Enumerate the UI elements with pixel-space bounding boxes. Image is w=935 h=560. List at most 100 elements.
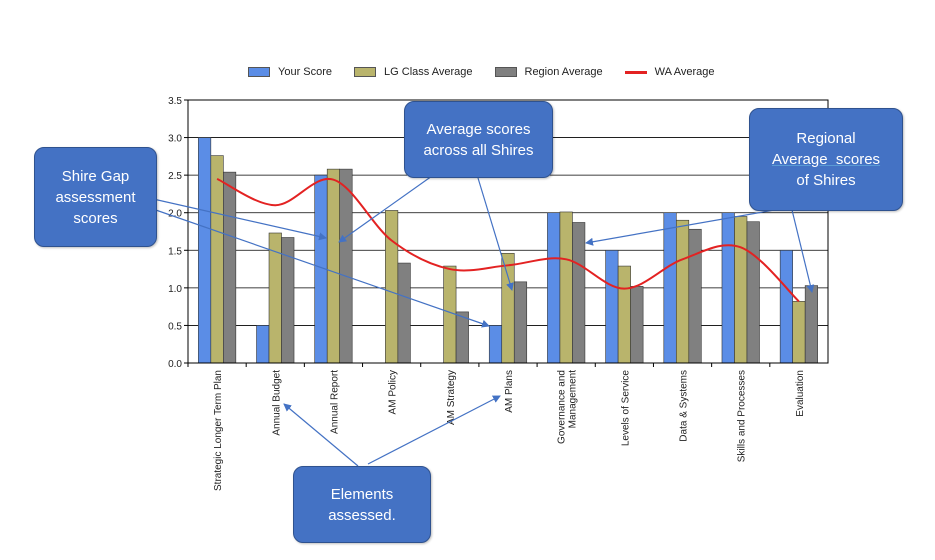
bar-your-score-governance-and-management bbox=[547, 212, 561, 364]
x-tick-label-line: Evaluation bbox=[795, 370, 806, 417]
x-tick-label-line: AM Policy bbox=[388, 370, 399, 414]
callout-regional: Regional Average scores of Shires bbox=[749, 108, 903, 211]
legend-item-region-average: Region Average bbox=[494, 66, 603, 78]
arrow-shire-gap-1 bbox=[139, 195, 327, 241]
bar-your-score-levels-of-service bbox=[605, 249, 619, 364]
y-tick-labels: 0.0 0.5 1.0 1.5 2.0 2.5 3.0 3.5 bbox=[168, 96, 182, 370]
bar-lg-class-average-am-policy bbox=[385, 210, 399, 364]
bar-your-score-strategic-longer-term-plan bbox=[198, 137, 212, 364]
x-tick-label-levels-of-service: Levels of Service bbox=[620, 370, 631, 447]
arrow-average-1 bbox=[338, 175, 433, 243]
y-tick-label: 1.0 bbox=[168, 284, 182, 295]
bar-lg-class-average-am-plans bbox=[501, 252, 515, 364]
x-tick-label-line: Management bbox=[568, 370, 579, 429]
callout-shire-gap-line-1: Shire Gap bbox=[61, 167, 130, 185]
wa-average-line bbox=[216, 177, 800, 303]
x-tick-label-skills-and-processes: Skills and Processes bbox=[737, 370, 748, 462]
bar-region-average-governance-and-management bbox=[572, 222, 586, 364]
bar-lg-class-average-annual-report bbox=[326, 168, 341, 364]
bar-lg-class-average-data-and-systems bbox=[675, 219, 690, 364]
bar-your-score-data-and-systems bbox=[663, 212, 677, 364]
legend-label-region-average: Region Average bbox=[524, 66, 603, 78]
bar-your-score-am-plans bbox=[488, 325, 503, 364]
bar-region-average-annual-report bbox=[339, 168, 353, 364]
legend-swatch-region-average bbox=[494, 67, 517, 77]
y-tick-label: 3.0 bbox=[168, 134, 182, 145]
x-tick-label-line: Skills and Processes bbox=[737, 370, 748, 462]
callout-average-scores-line-1: Average scores bbox=[426, 120, 531, 138]
y-tick-label: 1.5 bbox=[168, 246, 182, 257]
arrow-elements-1 bbox=[283, 403, 359, 467]
bar-region-average-am-policy bbox=[397, 262, 411, 364]
bar-lg-class-average-levels-of-service bbox=[617, 265, 631, 364]
bar-region-average-evaluation bbox=[804, 285, 818, 364]
x-tick-label-evaluation: Evaluation bbox=[795, 370, 806, 417]
callout-elements: Elements assessed. bbox=[293, 466, 431, 543]
bar-your-score-annual-budget bbox=[256, 325, 270, 364]
bar-region-average-data-and-systems bbox=[688, 228, 702, 364]
callout-arrows bbox=[139, 175, 815, 467]
bars bbox=[198, 137, 818, 364]
x-tick-label-line: Governance and bbox=[557, 370, 568, 444]
bar-lg-class-average-skills-and-processes bbox=[734, 216, 748, 364]
arrow-average-2 bbox=[477, 177, 514, 291]
legend: Your Score LG Class Average Region Avera… bbox=[248, 64, 737, 80]
legend-label-your-score: Your Score bbox=[278, 66, 333, 78]
callout-shire-gap-line-3: scores bbox=[73, 209, 118, 227]
callout-average-scores: Average scores across all Shires bbox=[404, 101, 553, 178]
legend-label-wa-average: WA Average bbox=[654, 66, 715, 78]
callout-elements-line-2: assessed. bbox=[328, 506, 396, 524]
bar-your-score-skills-and-processes bbox=[721, 212, 735, 364]
bar-lg-class-average-governance-and-management bbox=[559, 211, 573, 364]
x-tick-label-line: AM Plans bbox=[504, 370, 515, 413]
x-tick-label-annual-report: Annual Report bbox=[329, 370, 340, 434]
y-tick-label: 2.5 bbox=[168, 171, 182, 182]
x-tick-label-line: Levels of Service bbox=[620, 370, 631, 447]
bar-region-average-strategic-longer-term-plan bbox=[223, 171, 237, 364]
wa-average-line-group bbox=[216, 177, 800, 303]
legend-item-wa-average: WA Average bbox=[624, 66, 715, 78]
x-tick-label-annual-budget: Annual Budget bbox=[271, 370, 282, 436]
bar-region-average-am-strategy bbox=[455, 311, 469, 364]
arrow-regional-2 bbox=[791, 209, 815, 293]
bar-lg-class-average-strategic-longer-term-plan bbox=[210, 155, 224, 364]
y-tick-label: 0.0 bbox=[168, 359, 182, 370]
x-tick-label-governance-and-management: Governance and Management bbox=[557, 370, 579, 444]
legend-item-lg-class-average: LG Class Average bbox=[354, 66, 473, 78]
callout-regional-line-3: of Shires bbox=[796, 172, 856, 189]
y-tick-label: 2.0 bbox=[168, 209, 182, 220]
callout-shire-gap: Shire Gap assessment scores bbox=[34, 147, 157, 247]
bar-lg-class-average-am-strategy bbox=[443, 265, 457, 364]
x-tick-label-line: Strategic Longer Term Plan bbox=[213, 370, 224, 491]
arrow-regional-1 bbox=[585, 208, 781, 246]
legend-label-lg-class-average: LG Class Average bbox=[384, 66, 473, 78]
arrow-shire-gap-2 bbox=[149, 207, 490, 328]
x-tick-label-am-plans: AM Plans bbox=[504, 370, 515, 413]
callout-average-scores-line-2: across all Shires bbox=[423, 141, 534, 159]
x-tick-label-data-and-systems: Data & Systems bbox=[679, 370, 690, 442]
bar-region-average-levels-of-service bbox=[630, 286, 644, 364]
legend-swatch-wa-average bbox=[624, 70, 647, 74]
callout-regional-line-1: Regional bbox=[796, 130, 856, 147]
x-tick-labels: Strategic Longer Term Plan Annual Budget A… bbox=[213, 370, 806, 491]
x-tick-label-line: AM Strategy bbox=[446, 370, 457, 425]
bar-lg-class-average-evaluation bbox=[792, 301, 806, 364]
callout-elements-line-1: Elements bbox=[330, 485, 394, 503]
x-tick-label-line: Annual Report bbox=[329, 370, 340, 434]
callout-regional-line-2: Average scores bbox=[771, 151, 881, 168]
x-tick-label-line: Data & Systems bbox=[679, 370, 690, 442]
callout-shire-gap-line-2: assessment bbox=[55, 188, 136, 206]
x-tick-label-line: Annual Budget bbox=[271, 370, 282, 436]
bar-region-average-skills-and-processes bbox=[746, 221, 760, 364]
x-tick-label-am-strategy: AM Strategy bbox=[446, 370, 457, 425]
axes bbox=[187, 100, 828, 367]
x-tick-label-am-policy: AM Policy bbox=[388, 370, 399, 414]
x-tick-label-strategic-longer-term-plan: Strategic Longer Term Plan bbox=[213, 370, 224, 491]
legend-swatch-lg-class-average bbox=[354, 67, 377, 77]
y-tick-label: 0.5 bbox=[168, 321, 182, 332]
arrow-elements-2 bbox=[367, 395, 501, 465]
legend-swatch-your-score bbox=[248, 67, 270, 77]
bar-region-average-am-plans bbox=[513, 281, 528, 364]
y-tick-label: 3.5 bbox=[168, 96, 182, 107]
